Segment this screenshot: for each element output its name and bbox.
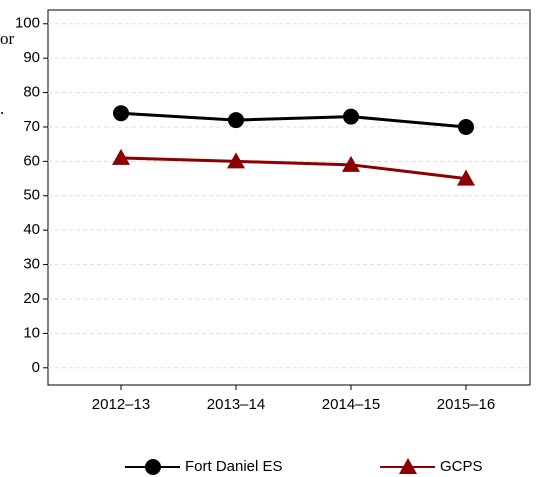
line xyxy=(120,111,467,129)
marker xyxy=(112,148,130,165)
y-tick-label: 40 xyxy=(23,221,40,238)
y-tick-label: 10 xyxy=(23,324,40,341)
marker xyxy=(113,105,129,122)
plot-frame xyxy=(47,9,531,386)
clipped-text: . xyxy=(0,99,4,118)
y-tick-label: 0 xyxy=(32,359,40,376)
y-tick-label: 50 xyxy=(23,187,40,204)
y-tick-label: 70 xyxy=(23,118,40,135)
line xyxy=(120,156,467,181)
legend-label: Fort Daniel ES xyxy=(185,458,283,475)
marker xyxy=(342,155,360,172)
marker xyxy=(228,112,244,129)
marker xyxy=(457,169,475,186)
y-tick-label: 100 xyxy=(15,15,40,32)
legend-marker xyxy=(145,459,161,475)
y-tick-label: 20 xyxy=(23,290,40,307)
x-tick-label: 2015–16 xyxy=(437,396,495,413)
legend-marker xyxy=(399,458,417,474)
marker xyxy=(227,152,245,169)
x-tick-label: 2013–14 xyxy=(207,396,265,413)
y-tick-label: 30 xyxy=(23,256,40,273)
y-tick-label: 60 xyxy=(23,152,40,169)
marker xyxy=(458,118,474,135)
y-tick-label: 80 xyxy=(23,84,40,101)
marker xyxy=(343,108,359,125)
clipped-text: or xyxy=(0,29,15,48)
legend-label: GCPS xyxy=(440,458,483,475)
y-tick-label: 90 xyxy=(23,49,40,66)
x-tick-label: 2012–13 xyxy=(92,396,150,413)
x-tick-label: 2014–15 xyxy=(322,396,380,413)
